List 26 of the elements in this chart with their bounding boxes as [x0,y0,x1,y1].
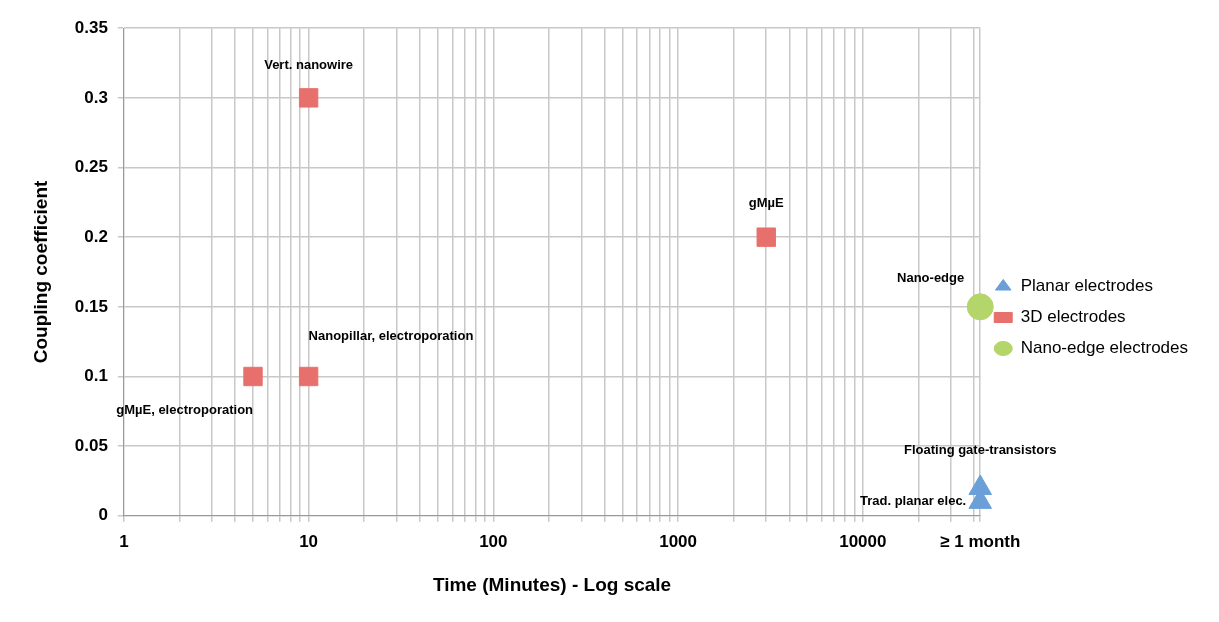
y-tick-label: 0.35 [74,17,108,37]
annotation: Nanopillar, electroporation [308,328,474,344]
x-tick-label: 10 [299,531,319,551]
y-axis-title: Coupling coefficient [29,180,51,364]
annotation: Nano-edge [897,270,965,286]
y-tick-label: 0.1 [84,366,108,386]
annotation: Trad. planar elec. [860,493,967,509]
annotation: Vert. nanowire [264,57,354,73]
y-tick-label: 0.05 [74,435,108,455]
x-tick-label: 10000 [839,531,887,551]
y-tick-label: 0.3 [84,87,108,107]
y-tick-label: 0.25 [74,157,108,177]
annotation: gMµE [748,194,785,210]
legend-label: Nano-edge electrodes [1020,338,1188,358]
x-tick-label: 100 [479,531,508,551]
x-tick-label: ≥ 1 month [940,531,1021,551]
annotation: gMµE, electroporation [116,402,254,418]
x-tick-label: 1000 [659,531,698,551]
y-tick-label: 0.15 [74,296,108,316]
legend-label: 3D electrodes [1020,307,1126,327]
x-axis-title: Time (Minutes) - Log scale [432,573,672,595]
y-tick-label: 0 [98,505,108,525]
y-tick-label: 0.2 [84,226,108,246]
legend-label: Planar electrodes [1020,276,1154,296]
annotation: Floating gate-transistors [904,441,1057,457]
x-tick-label: 1 [119,531,129,551]
